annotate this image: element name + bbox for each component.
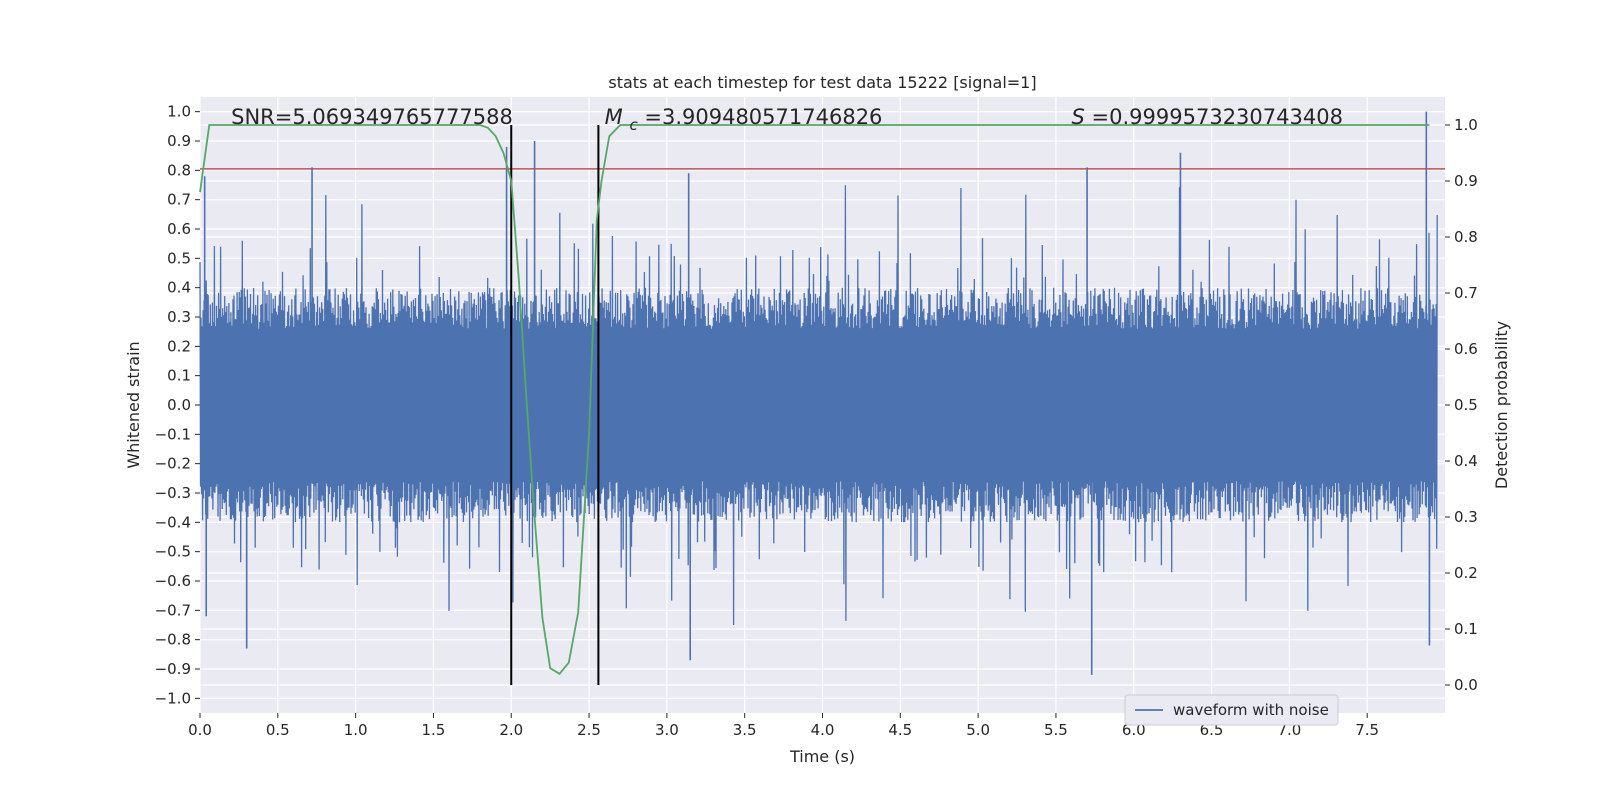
y-left-tick-label: 0.2 bbox=[167, 337, 191, 355]
y-left-tick-label: 0.0 bbox=[167, 396, 191, 414]
y-left-tick-label: −1.0 bbox=[155, 689, 191, 707]
y-left-tick-label: −0.8 bbox=[155, 631, 191, 649]
y-left-tick-label: −0.9 bbox=[155, 660, 191, 678]
y-right-tick-label: 0.7 bbox=[1454, 284, 1478, 302]
x-tick-label: 1.0 bbox=[344, 721, 368, 739]
x-tick-label: 0.0 bbox=[188, 721, 212, 739]
axes-layer: 0.0 0.5 1.0 1.5 2.0 2.5 3.0 3.5 4.0 4.5 5.0 5.5 6.0 6… bbox=[155, 103, 1478, 739]
y-right-tick-label: 1.0 bbox=[1454, 116, 1478, 134]
x-tick-label: 7.5 bbox=[1355, 721, 1379, 739]
chart-title: stats at each timestep for test data 152… bbox=[608, 73, 1036, 92]
x-tick-label: 2.5 bbox=[577, 721, 601, 739]
y-left-tick-label: 0.9 bbox=[167, 132, 191, 150]
y-right-tick-label: 0.4 bbox=[1454, 452, 1478, 470]
annotation-chirp-mass: M c =3.909480571746826 bbox=[605, 105, 883, 135]
waveform-core bbox=[200, 340, 1438, 470]
y-right-tick-label: 0.8 bbox=[1454, 228, 1478, 246]
y-right-tick-label: 0.3 bbox=[1454, 508, 1478, 526]
y-right-tick-label: 0.9 bbox=[1454, 172, 1478, 190]
y-right-tick-label: 0.0 bbox=[1454, 676, 1478, 694]
y-left-tick-label: 0.4 bbox=[167, 279, 191, 297]
x-tick-label: 0.5 bbox=[266, 721, 290, 739]
x-tick-label: 3.0 bbox=[655, 721, 679, 739]
legend-entry-waveform: waveform with noise bbox=[1173, 701, 1329, 719]
y-left-tick-label: 0.7 bbox=[167, 191, 191, 209]
y-left-tick-label: 0.1 bbox=[167, 367, 191, 385]
x-tick-label: 5.5 bbox=[1044, 721, 1068, 739]
y-left-tick-label: 1.0 bbox=[167, 103, 191, 121]
y-axis-label-right: Detection probability bbox=[1492, 321, 1511, 489]
y-right-tick-label: 0.6 bbox=[1454, 340, 1478, 358]
y-left-tick-label: 0.3 bbox=[167, 308, 191, 326]
annotation-mc-subscript: c bbox=[629, 116, 638, 134]
y-right-tick-label: 0.5 bbox=[1454, 396, 1478, 414]
y-left-tick-label: −0.5 bbox=[155, 543, 191, 561]
waveform-line bbox=[199, 185, 1438, 626]
y-left-tick-label: −0.7 bbox=[155, 601, 191, 619]
y-left-tick-label: 0.5 bbox=[167, 249, 191, 267]
y-axis-label-left: Whitened strain bbox=[124, 341, 143, 468]
lines-layer bbox=[199, 124, 1445, 685]
annotation-s-value: =0.9999573230743408 bbox=[1092, 105, 1343, 129]
waveform-series bbox=[199, 111, 1438, 675]
x-tick-label: 3.5 bbox=[733, 721, 757, 739]
annotation-snr: SNR=5.069349765777588 bbox=[231, 105, 513, 129]
x-tick-label: 4.0 bbox=[811, 721, 835, 739]
legend: waveform with noise bbox=[1124, 694, 1339, 726]
annotation-s-symbol: S bbox=[1072, 105, 1085, 129]
legend-box bbox=[1124, 694, 1339, 726]
x-tick-label: 5.0 bbox=[966, 721, 990, 739]
y-left-tick-label: −0.4 bbox=[155, 513, 191, 531]
detection-probability-line bbox=[199, 124, 1430, 675]
y-right-tick-label: 0.2 bbox=[1454, 564, 1478, 582]
y-left-tick-label: −0.2 bbox=[155, 455, 191, 473]
y-left-tick-label: −0.6 bbox=[155, 572, 191, 590]
x-tick-label: 1.5 bbox=[422, 721, 446, 739]
y-left-tick-label: 0.6 bbox=[167, 220, 191, 238]
x-tick-label: 4.5 bbox=[888, 721, 912, 739]
y-left-tick-label: −0.1 bbox=[155, 425, 191, 443]
annotation-mc-value: =3.909480571746826 bbox=[644, 105, 882, 129]
annotation-mc-symbol: M bbox=[605, 105, 623, 129]
annotation-s: S =0.9999573230743408 bbox=[1072, 105, 1343, 129]
x-tick-label: 2.0 bbox=[499, 721, 523, 739]
x-axis-label: Time (s) bbox=[789, 747, 855, 766]
y-right-tick-label: 0.1 bbox=[1454, 620, 1478, 638]
y-left-tick-label: 0.8 bbox=[167, 161, 191, 179]
y-left-tick-label: −0.3 bbox=[155, 484, 191, 502]
